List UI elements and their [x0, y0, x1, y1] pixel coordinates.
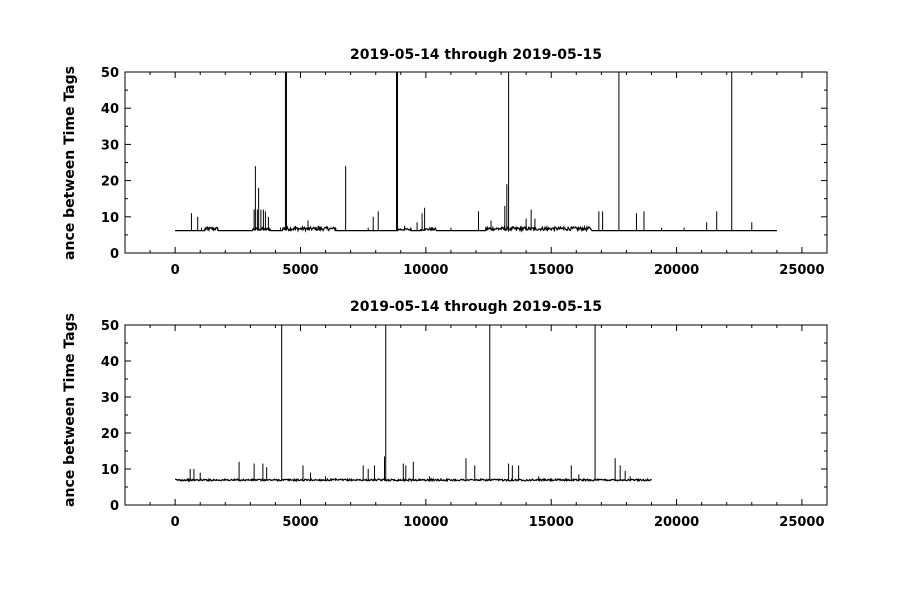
x-tick-label: 0 — [171, 263, 180, 278]
x-tick-label: 15000 — [529, 515, 574, 530]
chart-title-bottom: 2019-05-14 through 2019-05-15 — [350, 299, 602, 315]
x-tick-label: 10000 — [403, 263, 448, 278]
y-tick-label: 40 — [101, 355, 119, 370]
y-tick-label: 10 — [101, 463, 119, 478]
y-tick-label: 20 — [101, 175, 119, 190]
series-line — [175, 224, 777, 233]
x-tick-label: 5000 — [282, 263, 318, 278]
y-tick-label: 10 — [101, 211, 119, 226]
y-axis-title-bottom: ance between Time Tags — [62, 313, 78, 507]
y-tick-label: 30 — [101, 391, 119, 406]
y-axis-title-top: ance between Time Tags — [62, 66, 78, 260]
y-tick-label: 20 — [101, 427, 119, 442]
y-tick-label: 0 — [110, 499, 119, 514]
chart-panel-top: 2019-05-14 through 2019-05-15 ance betwe… — [62, 47, 828, 278]
x-tick-label: 15000 — [529, 263, 574, 278]
x-tick-label: 25000 — [779, 263, 824, 278]
x-tick-label: 5000 — [282, 515, 318, 530]
chart-title-top: 2019-05-14 through 2019-05-15 — [350, 47, 602, 63]
y-tick-label: 30 — [101, 138, 119, 153]
x-tick-label: 20000 — [654, 263, 699, 278]
x-tick-label: 0 — [171, 515, 180, 530]
y-tick-label: 50 — [101, 66, 119, 81]
x-tick-label: 10000 — [403, 515, 448, 530]
y-tick-label: 50 — [101, 319, 119, 334]
plot-area-top: 0 10 20 30 40 50 0 5000 10000 15000 20000 25000 — [101, 66, 828, 278]
x-tick-label: 20000 — [654, 515, 699, 530]
plot-area-bottom: 0 10 20 30 40 50 0 5000 10000 15000 20000 25000 — [101, 319, 828, 530]
y-tick-label: 40 — [101, 102, 119, 117]
x-tick-label: 25000 — [779, 515, 824, 530]
chart-panel-bottom: 2019-05-14 through 2019-05-15 ance betwe… — [62, 299, 828, 530]
y-tick-label: 0 — [110, 247, 119, 262]
